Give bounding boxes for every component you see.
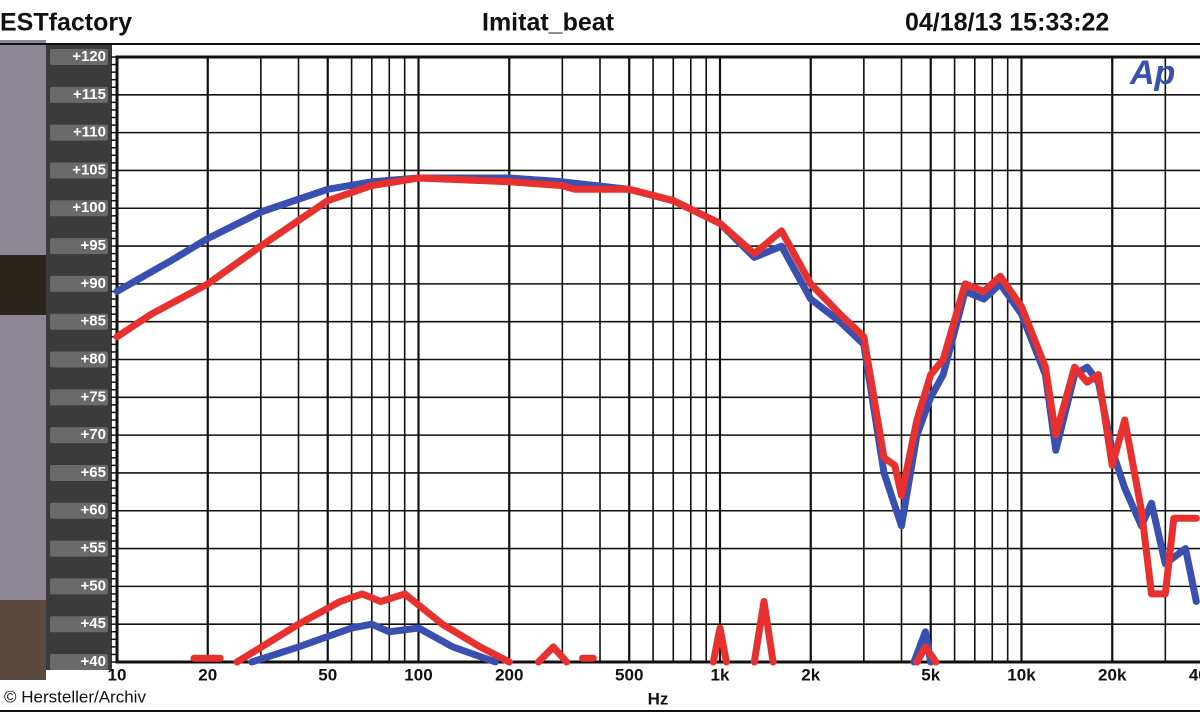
photo-strip [0,255,46,315]
logo: Ap [1129,54,1175,92]
y-tick-label: +65 [81,464,106,481]
y-tick-label: +105 [72,161,106,178]
y-tick-label: +120 [72,48,106,65]
y-tick-label: +50 [81,577,106,594]
y-tick-box [50,200,108,217]
y-tick-box [50,654,108,670]
y-tick-label: +95 [81,237,106,254]
y-tick-box [50,124,108,141]
y-tick-box [50,540,108,557]
series-line [190,590,940,666]
header-right: 04/18/13 15:33:22 [905,9,1109,37]
series-line [113,174,1200,598]
y-tick-box [50,49,108,65]
y-tick-label: +85 [81,313,106,330]
x-tick-label: 40k [1189,665,1200,684]
y-tick-box [50,313,108,330]
x-tick-label: 200 [495,665,523,684]
x-tick-label: 20k [1098,665,1127,684]
plot-frame [115,55,1200,664]
y-tick-label: +75 [81,388,106,405]
y-tick-label: +90 [81,275,106,292]
x-tick-label: 2k [801,665,820,684]
y-tick-label: +80 [81,350,106,367]
credit-bg [0,686,205,708]
x-tick-label: 20 [198,665,217,684]
header-left: ESTfactory [0,9,132,37]
y-tick-box [50,502,108,519]
y-tick-label: +40 [81,653,106,670]
y-tick-label: +55 [81,540,106,557]
y-tick-box [50,275,108,292]
x-tick-label: 500 [615,665,643,684]
credit: © Hersteller/Archiv [4,687,146,706]
y-tick-label: +115 [73,86,106,103]
y-tick-box [50,351,108,368]
x-tick-label: 5k [921,665,940,684]
y-tick-box [50,578,108,595]
y-tick-box [50,162,108,179]
y-tick-box [50,86,108,103]
y-tick-label: +45 [81,615,106,632]
y-tick-box [50,616,108,633]
y-tick-label: +60 [81,502,106,519]
chart-title: Imitat_beat [482,9,615,37]
y-tick-label: +70 [81,426,106,443]
y-tick-box [50,389,108,406]
y-tick-label: +100 [72,199,106,216]
photo-strip [0,600,46,680]
y-tick-box [50,238,108,255]
x-tick-label: 100 [404,665,432,684]
x-tick-label: 10 [108,665,127,684]
photo-strip [0,40,46,680]
x-tick-label: 50 [318,665,337,684]
y-tick-box [50,427,108,444]
y-tick-label: +110 [73,124,106,141]
x-axis-label: Hz [648,689,669,708]
y-tick-box [50,464,108,481]
x-tick-label: 10k [1007,665,1036,684]
x-tick-label: 1k [711,665,730,684]
